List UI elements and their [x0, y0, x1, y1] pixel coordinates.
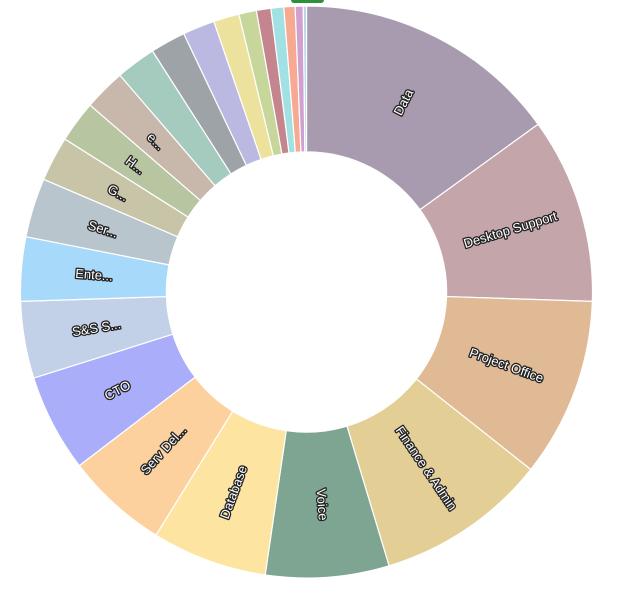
pie-slice-0[interactable]: [305, 5, 539, 211]
pie-slice-23[interactable]: [302, 5, 308, 153]
legend-tab: [291, 0, 324, 3]
